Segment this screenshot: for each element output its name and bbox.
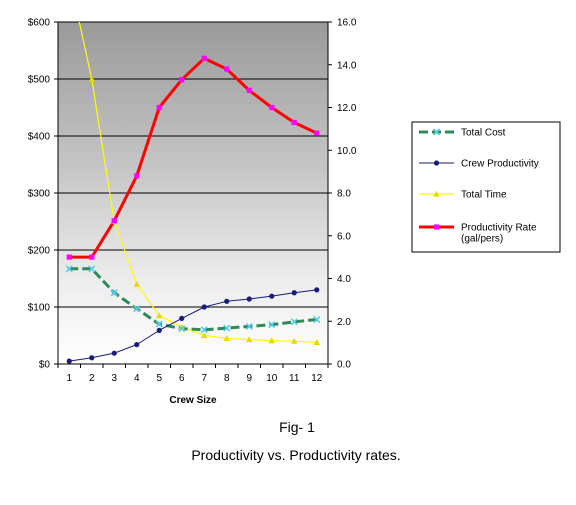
legend-marker	[432, 128, 441, 136]
y2-tick-label: 14.0	[337, 60, 357, 71]
y2-tick-label: 6.0	[337, 231, 351, 242]
data-point	[201, 332, 208, 339]
data-point	[313, 315, 321, 324]
legend-marker	[433, 224, 440, 230]
data-point	[155, 320, 163, 328]
y2-tick-label: 10.0	[337, 146, 357, 157]
data-point	[268, 321, 276, 329]
data-point	[291, 119, 297, 126]
data-point	[156, 312, 163, 319]
legend-box	[411, 121, 561, 253]
data-point	[89, 254, 95, 260]
x-tick-label: 6	[179, 373, 185, 384]
data-point	[88, 75, 95, 82]
y-tick-label: $400	[28, 132, 51, 143]
x-tick-label: 11	[289, 373, 300, 384]
figure-number: Fig- 1	[279, 419, 315, 435]
data-point	[66, 358, 72, 364]
legend-marker	[433, 160, 440, 166]
data-point	[66, 254, 72, 260]
grid	[58, 21, 328, 308]
data-point	[133, 305, 141, 313]
x-tick-label: 3	[111, 373, 117, 384]
data-point	[178, 325, 186, 333]
x-tick-label: 5	[156, 373, 162, 384]
x-tick-label: 9	[246, 373, 252, 384]
y2-tick-label: 8.0	[337, 189, 351, 200]
x-tick-label: 2	[89, 373, 95, 384]
y2-tick-label: 16.0	[337, 18, 357, 29]
data-point	[223, 324, 231, 332]
data-point	[89, 355, 95, 361]
y-tick-label: $500	[28, 75, 51, 86]
y2-tick-label: 0.0	[337, 360, 351, 371]
data-point	[201, 55, 207, 61]
data-point	[156, 327, 162, 333]
y2-tick-label: 4.0	[337, 274, 351, 285]
data-point	[156, 104, 162, 111]
data-point	[313, 339, 320, 345]
figure-title: Productivity vs. Productivity rates.	[191, 447, 400, 463]
y2-tick-label: 12.0	[337, 103, 357, 114]
legend-label: (gal/pers)	[461, 234, 503, 245]
series-line-crew-productivity	[69, 289, 317, 362]
data-point	[133, 281, 140, 287]
x-tick-label: 4	[134, 373, 140, 384]
x-tick-label: 1	[66, 373, 72, 384]
data-point	[314, 130, 320, 136]
y-tick-label: $0	[39, 360, 51, 371]
data-point	[65, 265, 73, 273]
data-point	[269, 293, 275, 299]
data-point	[269, 104, 275, 111]
y-tick-label: $200	[28, 246, 51, 257]
data-point	[200, 326, 208, 334]
x-axis-label: Crew Size	[169, 395, 217, 406]
data-point	[314, 287, 320, 293]
axes	[54, 21, 332, 368]
series-line-productivity-rate-gal-pers	[69, 56, 318, 259]
data-point	[290, 318, 298, 326]
legend-label: Total Cost	[461, 128, 506, 139]
data-point	[88, 265, 96, 273]
y-tick-label: $300	[28, 189, 51, 200]
data-point	[134, 173, 140, 179]
tick-labels: $0 $100 $200 $300 $400 $500 $600 0.0 2.0 4.0 6.0 8.…	[28, 18, 357, 385]
legend-label: Crew Productivity	[461, 159, 539, 170]
data-point	[268, 337, 275, 344]
x-tick-label: 7	[201, 373, 207, 384]
legend-label: Productivity Rate	[461, 223, 537, 234]
data-point	[224, 66, 230, 72]
y-tick-label: $100	[28, 303, 51, 314]
x-tick-label: 8	[224, 373, 230, 384]
data-point	[246, 336, 253, 343]
data-point	[111, 218, 117, 224]
series-line-total-time	[78, 22, 317, 343]
legend: Total Cost Crew Productivity Total Time Pro…	[411, 121, 561, 253]
legend-label: Total Time	[461, 190, 507, 201]
data-point	[111, 350, 117, 356]
data-point	[134, 342, 140, 348]
series-line-total-cost	[69, 267, 317, 332]
data-point	[291, 338, 298, 344]
series-layer	[69, 22, 318, 362]
data-point	[224, 298, 230, 304]
data-point	[179, 315, 185, 321]
data-point	[291, 290, 297, 296]
marker-layer	[65, 55, 321, 364]
y-tick-label: $600	[28, 18, 51, 29]
data-point	[245, 322, 253, 330]
data-point	[246, 296, 252, 302]
legend-marker	[433, 190, 440, 197]
data-point	[201, 304, 207, 310]
data-point	[179, 77, 185, 83]
data-point	[223, 335, 230, 341]
y2-tick-label: 2.0	[337, 317, 351, 328]
data-point	[246, 87, 252, 93]
data-point	[110, 289, 118, 297]
x-tick-label: 10	[266, 373, 278, 384]
x-tick-label: 12	[311, 373, 323, 384]
